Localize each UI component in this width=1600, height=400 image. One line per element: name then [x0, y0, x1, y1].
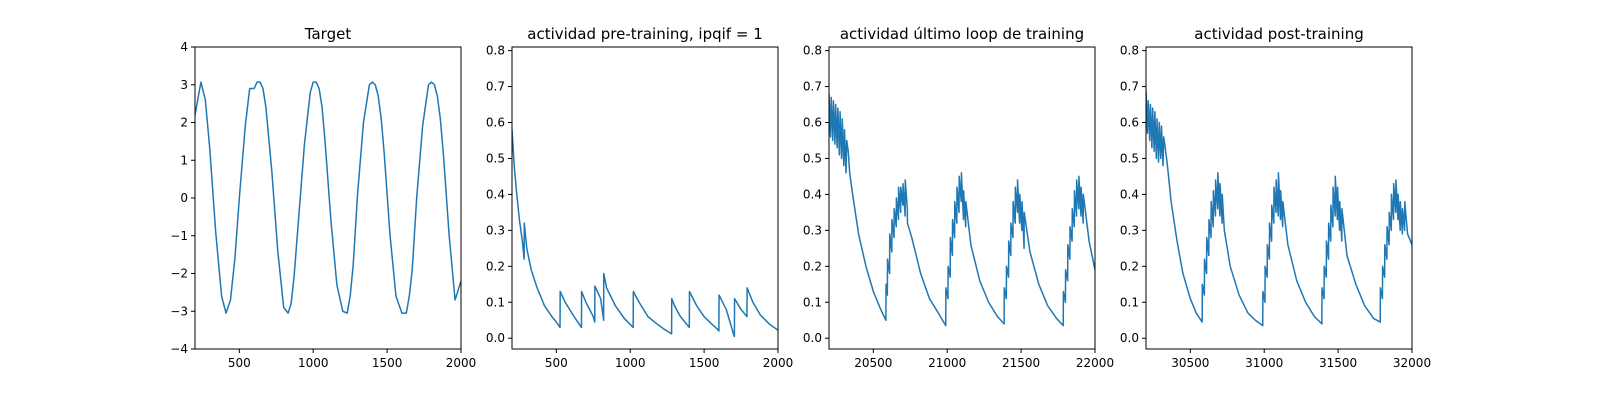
y-tick-label: −4: [170, 342, 188, 356]
axes-frame: [194, 46, 462, 350]
y-tick-label: 0.3: [803, 223, 822, 237]
y-tick-label: 3: [180, 78, 188, 92]
y-tick-label: 0.3: [1120, 223, 1139, 237]
x-tick-label: 21500: [1002, 356, 1040, 370]
y-tick-label: 0.6: [486, 116, 505, 130]
x-tick-label: 1000: [615, 356, 646, 370]
x-tick-label: 31500: [1319, 356, 1357, 370]
chart-title: actividad pre-training, ipqif = 1: [527, 25, 763, 43]
y-tick-label: 0.2: [1120, 259, 1139, 273]
y-tick-label: 0.8: [486, 44, 505, 58]
x-tick-label: 1500: [372, 356, 403, 370]
y-tick-label: 0.1: [803, 295, 822, 309]
y-tick-label: 0.0: [486, 331, 505, 345]
y-tick-label: 0.5: [803, 151, 822, 165]
y-tick-label: 0.6: [1120, 116, 1139, 130]
y-tick-label: 0.6: [803, 116, 822, 130]
subplot-1: 500 1000 1500 2000 −4 −3 −2 −1 0 1 2 3 4 Target: [170, 25, 476, 370]
y-tick-label: 1: [180, 153, 188, 167]
y-tick-label: 0.3: [486, 223, 505, 237]
x-tick-label: 2000: [763, 356, 794, 370]
y-tick-label: 0.8: [803, 44, 822, 58]
y-tick-label: 0.4: [803, 187, 822, 201]
chart-title: actividad post-training: [1194, 25, 1363, 43]
y-tick-label: 0.1: [1120, 295, 1139, 309]
y-tick-label: 0.5: [486, 151, 505, 165]
y-tick-label: 0.8: [1120, 44, 1139, 58]
axes-frame: [828, 46, 1096, 350]
subplot-3: 20500 21000 21500 22000 0.0 0.1 0.2 0.3 0.4 0.5 0.…: [803, 25, 1114, 370]
chart-title: actividad último loop de training: [840, 25, 1084, 43]
y-tick-label: 0.4: [486, 187, 505, 201]
series-line-1: [829, 93, 1095, 327]
y-tick-label: 0.7: [1120, 80, 1139, 94]
x-tick-label: 500: [545, 356, 568, 370]
y-tick-label: 2: [180, 116, 188, 130]
y-tick-label: −2: [170, 267, 188, 281]
y-tick-label: 0.0: [803, 331, 822, 345]
series-line-1: [512, 129, 778, 338]
chart-title: Target: [304, 25, 352, 43]
y-tick-label: −3: [170, 304, 188, 318]
subplot-2: 500 1000 1500 2000 0.0 0.1 0.2 0.3 0.4 0.5 0.6 0.7 0…: [486, 25, 793, 370]
x-tick-label: 32000: [1393, 356, 1431, 370]
y-tick-label: 0.5: [1120, 151, 1139, 165]
series-line-1: [1146, 90, 1412, 327]
x-tick-label: 22000: [1076, 356, 1114, 370]
y-tick-label: 0.2: [803, 259, 822, 273]
x-tick-label: 500: [228, 356, 251, 370]
axes-frame: [511, 46, 779, 350]
axes-frame: [1145, 46, 1413, 350]
x-tick-label: 30500: [1171, 356, 1209, 370]
series-line-1: [195, 81, 461, 314]
y-tick-label: 0.7: [486, 80, 505, 94]
y-tick-label: 4: [180, 40, 188, 54]
x-tick-label: 1000: [298, 356, 329, 370]
y-tick-label: 0: [180, 191, 188, 205]
y-tick-label: −1: [170, 229, 188, 243]
y-tick-label: 0.7: [803, 80, 822, 94]
y-tick-label: 0.4: [1120, 187, 1139, 201]
y-tick-label: 0.2: [486, 259, 505, 273]
subplot-4: 30500 31000 31500 32000 0.0 0.1 0.2 0.3 0.4 0.5 0.…: [1120, 25, 1431, 370]
x-tick-label: 31000: [1245, 356, 1283, 370]
y-tick-label: 0.0: [1120, 331, 1139, 345]
x-tick-label: 20500: [854, 356, 892, 370]
x-tick-label: 21000: [928, 356, 966, 370]
x-tick-label: 2000: [446, 356, 477, 370]
x-tick-label: 1500: [689, 356, 720, 370]
y-tick-label: 0.1: [486, 295, 505, 309]
